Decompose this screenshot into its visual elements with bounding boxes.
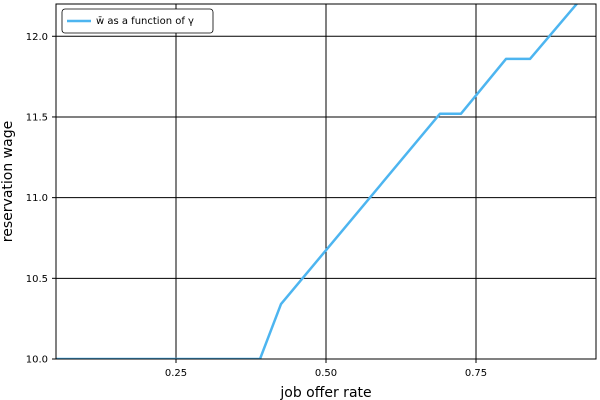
y-tick-label: 11.5 xyxy=(26,112,48,123)
legend-box xyxy=(61,8,214,34)
series-lines xyxy=(56,4,579,359)
y-tick-label: 10.0 xyxy=(26,355,48,366)
x-axis-label: job offer rate xyxy=(279,385,371,400)
legend: w̄ as a function of γ xyxy=(61,8,214,34)
x-tick-label: 0.75 xyxy=(465,368,487,379)
legend-entry-label: w̄ as a function of γ xyxy=(96,16,194,27)
x-tick-label: 0.25 xyxy=(165,368,187,379)
series-line xyxy=(56,4,579,359)
y-tick-label: 12.0 xyxy=(26,32,48,43)
grid xyxy=(56,4,596,360)
y-tick-label: 10.5 xyxy=(26,274,48,285)
y-tick-label: 11.0 xyxy=(26,193,48,204)
x-tick-label: 0.50 xyxy=(315,368,337,379)
y-axis-label: reservation wage xyxy=(0,121,16,242)
tick-labels: 0.25 0.50 0.75 10.0 10.5 11.0 11.5 12.0 xyxy=(26,32,487,379)
